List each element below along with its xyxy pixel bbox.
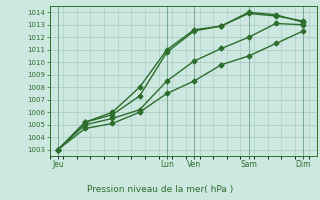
Text: Pression niveau de la mer( hPa ): Pression niveau de la mer( hPa ) — [87, 185, 233, 194]
